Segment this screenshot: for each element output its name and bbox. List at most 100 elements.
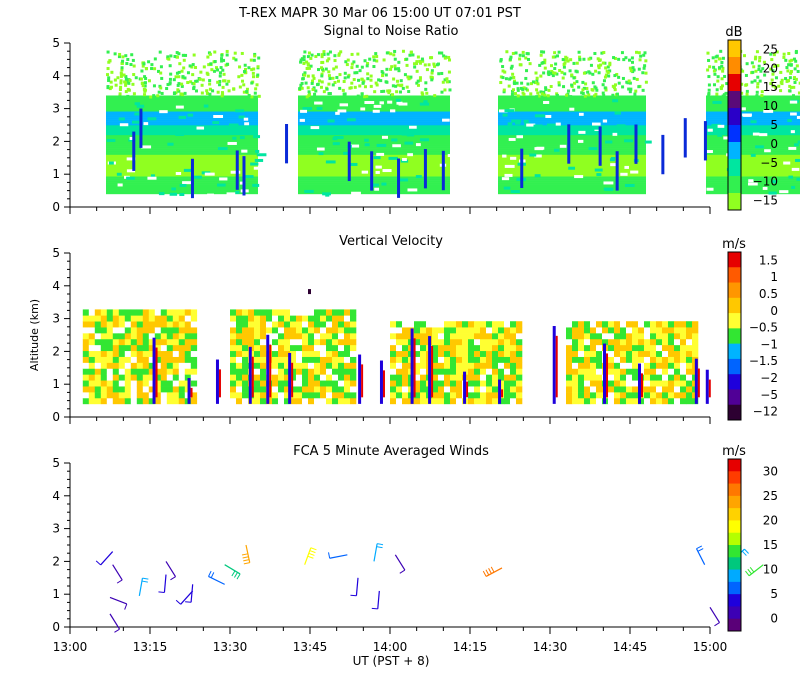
vv-cell	[172, 338, 180, 346]
snr-sparse-cell	[393, 64, 397, 68]
vv-cell	[462, 368, 469, 375]
vv-cell	[290, 333, 297, 340]
vv-cell	[486, 380, 493, 387]
vv-cell	[456, 350, 463, 357]
snr-sparse-cell	[603, 75, 607, 79]
vv-cell	[486, 368, 493, 375]
snr-cell-row	[706, 140, 800, 144]
vv-cell	[390, 333, 397, 340]
vv-cell	[242, 309, 249, 316]
vv-cell	[172, 374, 180, 381]
vv-cell	[100, 368, 108, 375]
vv-cell	[566, 333, 573, 340]
snr-sparse-cell	[642, 66, 646, 70]
snr-sparse-cell	[535, 88, 539, 92]
vv-cell	[632, 321, 639, 328]
vv-cell	[314, 392, 321, 399]
snr-speckle	[515, 121, 521, 125]
snr-cell-row	[498, 125, 646, 128]
snr-sparse-cell	[753, 79, 757, 83]
snr-cell-row	[706, 95, 800, 98]
snr-sparse-cell	[344, 60, 348, 64]
vv-cell	[414, 321, 421, 328]
snr-cell-row	[106, 97, 258, 100]
snr-sparse-cell	[502, 90, 506, 94]
snr-cell-row	[298, 134, 450, 138]
vv-cell	[332, 392, 339, 399]
colorbar-swatch	[728, 125, 741, 143]
vv-cell	[112, 309, 120, 316]
vv-cell	[486, 392, 493, 399]
vv-cell	[142, 397, 150, 405]
snr-sparse-cell	[389, 52, 393, 56]
vv-cell	[432, 386, 439, 393]
snr-speckle	[337, 109, 347, 113]
snr-sparse-cell	[757, 67, 761, 71]
vv-cell	[136, 327, 144, 334]
snr-sparse-cell	[788, 59, 792, 63]
snr-sparse-cell	[743, 54, 747, 58]
snr-sparse-cell	[526, 52, 530, 56]
snr-sparse-cell	[121, 55, 125, 59]
snr-sparse-cell	[189, 80, 193, 84]
snr-cell-row	[298, 191, 450, 195]
vv-cell	[626, 333, 633, 340]
snr-speckle	[239, 136, 245, 140]
colorbar-tick-label: 0	[770, 612, 778, 626]
vv-cell	[486, 356, 493, 363]
snr-sparse-cell	[245, 87, 249, 91]
snr-speckle	[504, 173, 513, 177]
vv-cell	[236, 350, 243, 357]
vv-cell	[190, 356, 198, 363]
snr-sparse-cell	[632, 68, 636, 72]
snr-speckle	[764, 127, 770, 131]
vv-cell	[136, 315, 144, 322]
wind-barb-flag	[482, 570, 487, 577]
vv-cell	[284, 350, 291, 357]
snr-cell-row	[498, 180, 646, 183]
snr-sparse-cell	[321, 69, 325, 73]
wind-barb-flag	[236, 573, 241, 580]
wind-barb-shaft	[112, 564, 123, 581]
snr-sparse-cell	[418, 78, 422, 82]
snr-sparse-cell	[120, 68, 124, 72]
snr-sparse-cell	[599, 63, 603, 67]
snr-sparse-cell	[110, 85, 114, 89]
vv-cell	[178, 333, 186, 340]
vv-cell	[184, 368, 192, 375]
snr-sparse-cell	[577, 50, 581, 54]
vv-cell	[674, 386, 681, 393]
vv-cell	[468, 333, 475, 340]
snr-sparse-cell	[186, 81, 190, 85]
colorbar-swatch	[728, 374, 741, 390]
vv-cell	[674, 380, 681, 387]
vv-cell	[332, 315, 339, 322]
snr-sparse-cell	[319, 85, 323, 89]
vv-cell	[278, 374, 285, 381]
snr-speckle	[217, 183, 226, 187]
vv-cell	[266, 321, 273, 328]
vv-cell	[444, 392, 451, 399]
snr-sparse-cell	[637, 67, 641, 71]
snr-streak	[347, 141, 351, 182]
snr-speckle	[256, 153, 267, 157]
vv-cell	[118, 327, 126, 334]
snr-sparse-cell	[361, 81, 365, 85]
snr-sparse-cell	[514, 51, 518, 55]
snr-speckle	[419, 102, 430, 106]
snr-cell-row	[706, 119, 800, 122]
vv-cell	[172, 350, 180, 357]
snr-sparse-cell	[551, 74, 555, 78]
snr-sparse-cell	[740, 91, 744, 95]
vv-cell	[106, 380, 114, 387]
wind-barb	[371, 590, 380, 610]
snr-sparse-cell	[624, 56, 628, 60]
snr-cell-row	[498, 162, 646, 165]
vv-cell	[638, 397, 645, 405]
vv-cell	[420, 333, 427, 340]
snr-sparse-cell	[119, 74, 123, 78]
snr-sparse-cell	[232, 87, 236, 91]
snr-cell-row	[706, 142, 800, 145]
snr-cell-row	[106, 160, 258, 163]
vv-cell	[566, 380, 573, 387]
